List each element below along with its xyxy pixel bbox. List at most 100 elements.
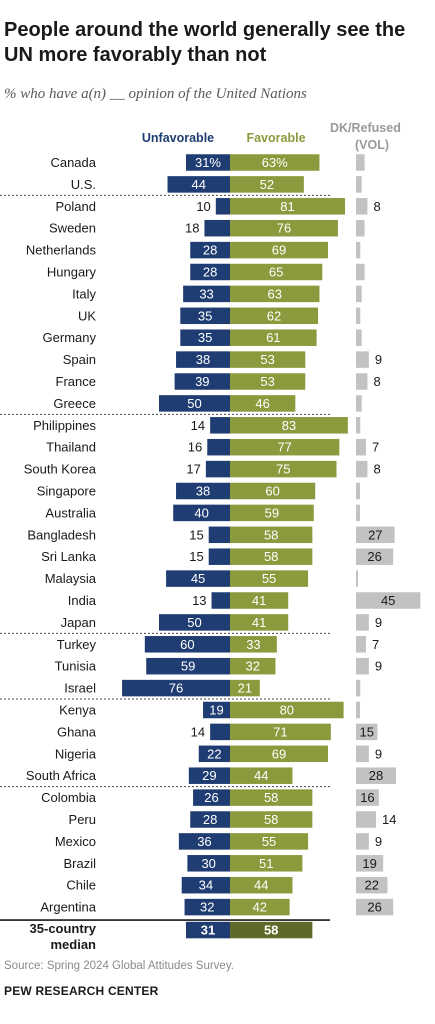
bar-unfavorable [190, 811, 230, 828]
value-label-dk: 16 [360, 790, 374, 805]
country-label: Germany [43, 330, 97, 345]
bar-unfavorable [180, 307, 230, 325]
legend-favorable: Favorable [246, 131, 305, 145]
bar-dk [356, 679, 361, 697]
value-label-unfavorable: 22 [207, 746, 221, 761]
value-label-favorable: 65 [269, 265, 283, 280]
country-label: Mexico [55, 834, 96, 849]
median-label: 35-country [30, 921, 97, 936]
value-label-dk: 15 [359, 724, 373, 739]
bar-favorable [230, 789, 313, 806]
bar-unfavorable [210, 417, 230, 434]
bar-unfavorable [188, 767, 230, 784]
value-label-favorable: 60 [265, 484, 279, 499]
value-label-dk: 9 [375, 659, 382, 674]
country-label: Israel [64, 681, 96, 696]
value-label-favorable: 75 [276, 462, 290, 477]
bar-favorable [230, 898, 290, 916]
bar-favorable [230, 438, 340, 456]
bar-favorable [230, 811, 313, 828]
brand-footer: PEW RESEARCH CENTER [4, 984, 159, 998]
country-label: Chile [66, 878, 96, 893]
value-label-dk: 19 [362, 856, 376, 871]
bar-favorable [230, 482, 316, 500]
value-label-dk: 9 [375, 352, 382, 367]
country-label: Turkey [57, 637, 97, 652]
bar-unfavorable [198, 745, 230, 763]
bar-dk [356, 745, 369, 763]
country-label: Bangladesh [27, 527, 96, 542]
country-label: Argentina [40, 900, 96, 915]
bar-dk [356, 176, 362, 193]
chart-title: People around the world generally see th… [4, 19, 406, 66]
country-label: U.S. [71, 177, 96, 192]
value-label-unfavorable: 39 [195, 374, 209, 389]
bar-dk [356, 614, 369, 631]
value-label-dk: 7 [372, 637, 379, 652]
value-label-unfavorable: 32 [200, 900, 214, 915]
bar-favorable [230, 395, 296, 412]
value-label-favorable: 41 [252, 593, 266, 608]
value-label-favorable: 69 [272, 746, 286, 761]
bar-dk [356, 351, 369, 368]
bar-dk [356, 307, 361, 325]
bar-dk [356, 263, 365, 281]
value-label-favorable: 59 [265, 505, 279, 520]
value-label-unfavorable: 38 [196, 352, 210, 367]
bar-unfavorable [159, 614, 230, 631]
bar-favorable [230, 701, 344, 719]
value-label-favorable: 58 [264, 527, 278, 542]
value-label-unfavorable: 44 [192, 177, 206, 192]
value-label-unfavorable: 35 [198, 330, 212, 345]
value-label-favorable: 42 [253, 900, 267, 915]
value-label-favorable: 53 [260, 352, 274, 367]
legend-unfavorable: Unfavorable [142, 131, 214, 145]
value-label-unfavorable: 35 [198, 308, 212, 323]
bar-favorable [230, 219, 338, 237]
value-label-dk: 9 [375, 615, 382, 630]
median-label-line2: median [50, 937, 96, 950]
bar-favorable [230, 592, 289, 609]
value-label-unfavorable: 14 [191, 418, 205, 433]
bar-unfavorable [193, 789, 230, 806]
value-label-unfavorable: 40 [194, 505, 208, 520]
country-label: Italy [72, 286, 96, 301]
value-label-favorable: 21 [238, 681, 252, 696]
value-label-dk: 7 [372, 440, 379, 455]
value-label-unfavorable: 30 [201, 856, 215, 871]
bar-favorable [230, 285, 320, 303]
bar-unfavorable [204, 219, 230, 237]
country-label: Ghana [57, 724, 97, 739]
value-label-dk: 9 [375, 834, 382, 849]
bar-favorable [230, 263, 323, 281]
bar-dk [356, 833, 369, 850]
legend-dk-vol: (VOL) [355, 138, 389, 152]
bar-unfavorable [184, 898, 230, 916]
bar-unfavorable [166, 570, 230, 587]
bar-favorable [230, 855, 303, 872]
bar-unfavorable [178, 833, 230, 850]
bar-favorable [230, 833, 309, 850]
bar-dk [356, 723, 378, 741]
bar-dk [356, 767, 397, 784]
value-label-dk: 26 [367, 549, 381, 564]
value-label-favorable: 61 [266, 330, 280, 345]
country-label: Australia [45, 505, 96, 520]
country-label: South Korea [24, 462, 97, 477]
value-label-favorable: 33 [246, 637, 260, 652]
value-label-unfavorable: 14 [191, 724, 205, 739]
value-label-favorable: 44 [254, 768, 268, 783]
value-label-unfavorable: 15 [189, 549, 203, 564]
bar-unfavorable [203, 701, 230, 719]
value-label-dk: 8 [373, 374, 380, 389]
value-label-unfavorable: 34 [199, 878, 213, 893]
value-label-dk: 22 [364, 878, 378, 893]
bar-favorable [230, 570, 309, 587]
diverging-bar-chart: Unfavorable Favorable DK/Refused (VOL) Canad… [0, 121, 421, 950]
value-label-favorable: 41 [252, 615, 266, 630]
value-label-favorable: 32 [245, 659, 259, 674]
bar-favorable [230, 876, 293, 894]
country-label: France [56, 374, 96, 389]
value-label-favorable: 83 [282, 418, 296, 433]
bar-unfavorable [176, 351, 230, 368]
